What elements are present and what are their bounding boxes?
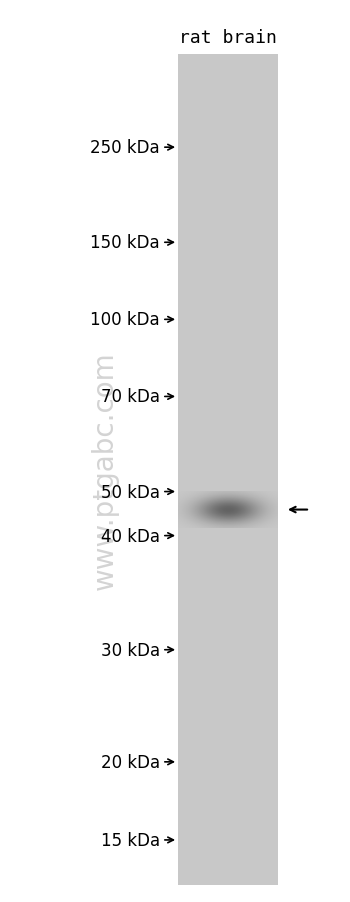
Text: 40 kDa: 40 kDa (101, 527, 160, 545)
Text: 20 kDa: 20 kDa (101, 753, 160, 771)
Text: 50 kDa: 50 kDa (101, 483, 160, 501)
Text: www.ptgabc.com: www.ptgabc.com (91, 351, 119, 589)
Text: 15 kDa: 15 kDa (101, 831, 160, 849)
Text: 150 kDa: 150 kDa (90, 234, 160, 252)
Text: rat brain: rat brain (179, 29, 277, 47)
Text: 30 kDa: 30 kDa (101, 641, 160, 659)
Bar (178, 55, 278, 885)
Text: 70 kDa: 70 kDa (101, 388, 160, 406)
Text: 250 kDa: 250 kDa (90, 139, 160, 157)
Text: 100 kDa: 100 kDa (90, 311, 160, 329)
